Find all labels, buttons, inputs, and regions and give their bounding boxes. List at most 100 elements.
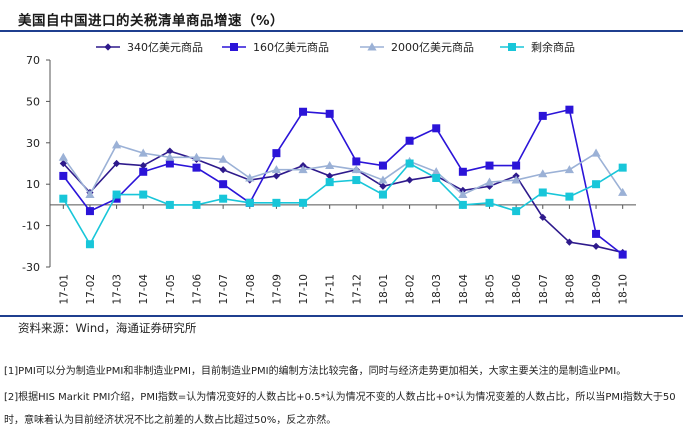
data-point <box>112 194 121 203</box>
data-point <box>511 175 521 184</box>
data-point <box>192 200 201 209</box>
footnote-2: [2]根据HIS Markit PMI介绍，PMI指数=认为情况变好的人数占比+… <box>4 392 676 426</box>
x-tick-label: 17-07 <box>218 274 230 305</box>
y-tick-label: 30 <box>26 137 40 150</box>
data-point <box>539 213 547 221</box>
data-point <box>352 157 361 166</box>
data-point <box>58 152 68 161</box>
legend-marker <box>104 43 112 51</box>
data-point <box>351 165 361 174</box>
data-point <box>325 160 335 170</box>
series-1 <box>59 105 627 259</box>
legend-item-2: 2000亿美元商品 <box>360 40 474 54</box>
data-point <box>325 178 334 187</box>
data-point <box>618 250 627 259</box>
data-point <box>538 111 547 120</box>
data-point <box>112 159 121 168</box>
series-3 <box>59 159 627 249</box>
data-point <box>405 176 414 184</box>
legend-item-1: 160亿美元商品 <box>222 40 329 54</box>
y-tick-label: 50 <box>26 95 40 108</box>
x-tick-label: 18-05 <box>485 274 497 305</box>
data-point <box>458 200 467 209</box>
data-point <box>405 136 414 145</box>
data-point <box>219 166 227 174</box>
title-rule <box>0 30 683 32</box>
data-point <box>378 161 387 170</box>
data-point <box>326 172 334 180</box>
data-point <box>379 182 387 190</box>
x-tick-label: 17-02 <box>85 274 97 305</box>
x-tick-label: 18-01 <box>378 274 390 305</box>
data-point <box>512 161 521 170</box>
x-tick-label: 18-09 <box>591 274 603 305</box>
data-point <box>139 190 148 199</box>
data-point <box>111 140 122 149</box>
legend-label: 剩余商品 <box>531 40 575 54</box>
data-point <box>352 176 361 185</box>
data-point <box>538 169 548 178</box>
x-tick-label: 17-10 <box>298 274 310 305</box>
legend-marker <box>367 42 377 51</box>
data-point <box>85 189 95 198</box>
data-point <box>218 154 228 163</box>
series-line <box>62 143 624 197</box>
data-point <box>538 188 547 197</box>
x-tick-label: 17-08 <box>245 274 257 305</box>
data-point <box>512 207 521 216</box>
chart: 340亿美元商品 160亿美元商品 2000亿美元商品 剩余商品 -30 -10 10 30… <box>22 40 636 305</box>
data-point <box>139 161 147 170</box>
data-point <box>271 165 282 174</box>
legend-marker <box>508 43 516 51</box>
x-tick-label: 17-04 <box>138 274 150 305</box>
data-point <box>378 175 388 184</box>
x-tick-label: 17-09 <box>271 274 283 305</box>
data-point <box>165 159 174 168</box>
data-point <box>432 173 441 182</box>
legend-item-0: 340亿美元商品 <box>96 40 203 54</box>
x-tick-label: 18-06 <box>511 274 523 305</box>
data-point <box>565 238 574 246</box>
data-point <box>59 194 68 203</box>
data-point <box>191 152 202 161</box>
x-tick-label: 17-05 <box>165 274 177 305</box>
data-point <box>484 177 495 186</box>
x-tick-label: 18-04 <box>458 274 470 305</box>
y-tick-label: 10 <box>26 178 40 191</box>
axes: -30 -10 10 30 50 70 17-01 17-02 17-03 17-04 17-05 1… <box>22 54 636 305</box>
legend-marker <box>230 43 238 51</box>
data-point <box>165 152 175 161</box>
data-point <box>405 159 414 168</box>
x-tick-label: 17-03 <box>112 274 124 305</box>
x-tick-label: 17-12 <box>351 274 363 305</box>
data-point <box>298 165 308 174</box>
data-point <box>485 161 494 170</box>
x-tick-label: 17-11 <box>325 274 337 305</box>
data-point <box>458 189 468 198</box>
data-point <box>592 180 601 189</box>
data-point <box>565 192 574 201</box>
series-line <box>62 162 624 246</box>
data-point <box>59 159 67 168</box>
y-tick-label: -30 <box>22 261 40 274</box>
data-point <box>166 147 174 155</box>
data-point <box>458 167 467 176</box>
data-point <box>139 167 148 176</box>
data-point <box>192 163 201 172</box>
x-tick-label: 18-08 <box>564 274 576 305</box>
data-point <box>565 105 574 114</box>
legend-label: 160亿美元商品 <box>253 40 329 54</box>
legend-label: 2000亿美元商品 <box>391 40 474 54</box>
series-line <box>62 150 623 254</box>
chart-title: 美国自中国进口的关税清单商品增速（%） <box>18 13 285 29</box>
data-point <box>272 198 281 207</box>
series-line <box>62 108 624 256</box>
legend-label: 340亿美元商品 <box>127 40 203 54</box>
data-point <box>485 198 494 207</box>
data-point <box>618 187 628 196</box>
data-point <box>378 190 387 199</box>
data-point <box>325 109 334 118</box>
source-rule <box>0 315 683 317</box>
data-point <box>592 229 601 238</box>
data-point <box>112 190 121 199</box>
